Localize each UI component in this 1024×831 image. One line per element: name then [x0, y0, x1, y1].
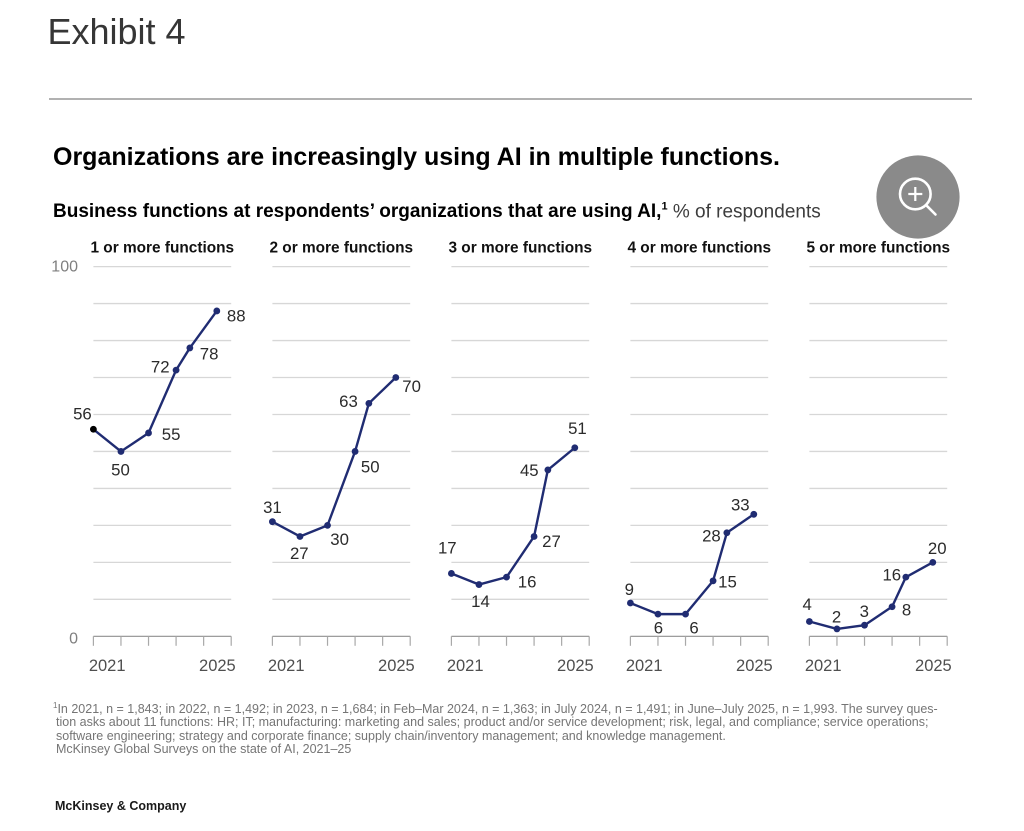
svg-text:33: 33 [731, 496, 750, 515]
svg-text:2: 2 [832, 608, 841, 627]
svg-text:2025: 2025 [199, 657, 236, 675]
svg-text:2021: 2021 [89, 657, 126, 675]
svg-text:17: 17 [438, 538, 457, 557]
svg-text:63: 63 [339, 392, 358, 411]
svg-text:72: 72 [151, 357, 170, 376]
svg-text:9: 9 [625, 580, 634, 599]
svg-text:2021: 2021 [805, 657, 842, 675]
svg-text:5 or more functions: 5 or more functions [806, 240, 950, 257]
svg-text:20: 20 [928, 539, 947, 558]
svg-text:8: 8 [902, 601, 911, 620]
svg-text:6: 6 [654, 619, 663, 638]
svg-text:2021: 2021 [268, 657, 305, 675]
svg-text:30: 30 [330, 530, 349, 549]
svg-text:2021: 2021 [447, 657, 484, 675]
svg-text:70: 70 [402, 377, 421, 396]
svg-text:6: 6 [689, 619, 698, 638]
svg-text:2021: 2021 [626, 657, 663, 675]
svg-text:45: 45 [520, 461, 539, 480]
svg-text:100: 100 [51, 259, 78, 276]
svg-text:50: 50 [361, 458, 380, 477]
svg-text:27: 27 [542, 532, 561, 551]
svg-text:16: 16 [882, 566, 901, 585]
svg-text:2025: 2025 [736, 657, 773, 675]
svg-text:4: 4 [803, 595, 812, 614]
svg-text:2025: 2025 [378, 657, 415, 675]
svg-text:3: 3 [860, 602, 869, 621]
svg-text:4 or more functions: 4 or more functions [627, 240, 771, 257]
svg-text:15: 15 [718, 572, 737, 591]
svg-text:78: 78 [200, 345, 219, 364]
svg-text:0: 0 [69, 631, 78, 648]
svg-text:50: 50 [111, 461, 130, 480]
svg-text:31: 31 [263, 498, 282, 517]
svg-text:2025: 2025 [915, 657, 952, 675]
svg-text:27: 27 [290, 544, 309, 563]
svg-text:16: 16 [518, 572, 537, 591]
svg-text:51: 51 [568, 419, 587, 438]
svg-text:2 or more functions: 2 or more functions [269, 240, 413, 257]
svg-text:56: 56 [73, 405, 92, 424]
svg-text:3 or more functions: 3 or more functions [448, 240, 592, 257]
svg-text:14: 14 [471, 592, 490, 611]
svg-text:28: 28 [702, 527, 721, 546]
svg-text:2025: 2025 [557, 657, 594, 675]
svg-text:1 or more functions: 1 or more functions [90, 240, 234, 257]
svg-text:55: 55 [162, 425, 181, 444]
svg-text:88: 88 [227, 307, 246, 326]
